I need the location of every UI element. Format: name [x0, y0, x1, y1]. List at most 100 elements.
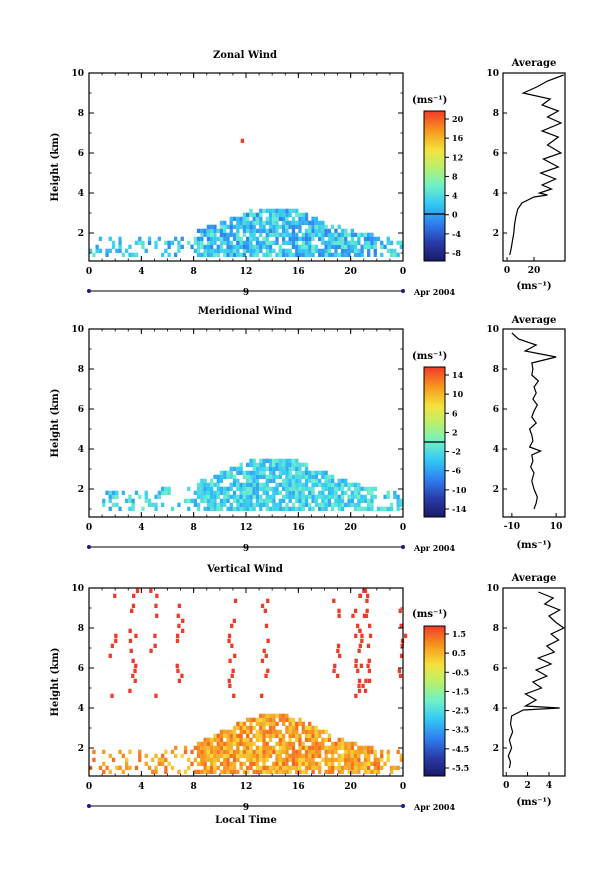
- y-axis-label: Height (km): [50, 389, 61, 458]
- heatmap-cell: [265, 494, 269, 499]
- heatmap-cell: [196, 490, 201, 495]
- heatmap-cell: [246, 506, 250, 511]
- heatmap-cell: [360, 761, 364, 766]
- heatmap-cell: [219, 224, 224, 229]
- heatmap-cell: [229, 466, 233, 471]
- heatmap-cell: [308, 470, 312, 475]
- heatmap-cell: [263, 608, 267, 613]
- heatmap-cell: [340, 490, 345, 495]
- heatmap-cell: [255, 474, 260, 479]
- heatmap-cell: [167, 486, 171, 491]
- heatmap-cell: [298, 474, 302, 479]
- heatmap-cell: [327, 765, 332, 770]
- heatmap-cell: [229, 765, 233, 770]
- heatmap-cell: [262, 753, 266, 758]
- heatmap-cell: [110, 643, 114, 648]
- heatmap-cell: [262, 470, 266, 475]
- heatmap-cell: [327, 252, 332, 257]
- heatmap-cell: [291, 753, 296, 758]
- heatmap-cell: [285, 725, 289, 730]
- heatmap-cell: [301, 462, 305, 467]
- heatmap-cell: [219, 240, 224, 245]
- heatmap-cell: [265, 769, 269, 774]
- heatmap-cell: [285, 240, 289, 245]
- heatmap-cell: [272, 490, 276, 495]
- heatmap-cell: [206, 240, 211, 245]
- heatmap-cell: [318, 236, 322, 241]
- heatmap-cell: [373, 244, 377, 249]
- heatmap-cell: [231, 668, 235, 673]
- heatmap-cell: [255, 470, 260, 475]
- heatmap-cell: [298, 462, 302, 467]
- heatmap-cell: [295, 244, 299, 249]
- heatmap-cell: [321, 745, 325, 750]
- heatmap-cell: [167, 761, 171, 766]
- heatmap-cell: [226, 506, 230, 511]
- heatmap-cell: [259, 232, 263, 237]
- heatmap-cell: [232, 248, 237, 253]
- heatmap-cell: [121, 252, 125, 257]
- heatmap-cell: [206, 244, 211, 249]
- heatmap-cell: [219, 474, 224, 479]
- heatmap-cell: [311, 224, 315, 229]
- heatmap-cell: [265, 232, 269, 237]
- heatmap-cell: [249, 248, 253, 253]
- heatmap-cell: [360, 638, 364, 643]
- heatmap-cell: [285, 757, 289, 762]
- heatmap-cell: [219, 248, 224, 253]
- heatmap-cell: [226, 244, 230, 249]
- heatmap-cell: [239, 236, 243, 241]
- heatmap-cell: [206, 737, 211, 742]
- heatmap-cell: [226, 761, 230, 766]
- heatmap-cell: [275, 761, 279, 766]
- panel-title: Zonal Wind: [213, 50, 277, 61]
- heatmap-cell: [288, 208, 292, 213]
- heatmap-cell: [275, 482, 279, 487]
- heatmap-cells: [89, 588, 408, 774]
- heatmap-cell: [278, 458, 282, 463]
- heatmap-cell: [347, 753, 351, 758]
- heatmap-cell: [350, 761, 354, 766]
- heatmap-cell: [131, 506, 135, 511]
- heatmap-cell: [216, 248, 220, 253]
- heatmap-cell: [301, 248, 305, 253]
- heatmap-cell: [363, 757, 368, 762]
- heatmap-cell: [131, 502, 135, 507]
- heatmap-cell: [249, 502, 253, 507]
- heatmap-cell: [268, 462, 273, 467]
- heatmap-cell: [340, 478, 345, 483]
- heatmap-cell: [259, 458, 263, 463]
- heatmap-cell: [203, 745, 207, 750]
- heatmap-cell: [308, 749, 312, 754]
- heatmap-cell: [363, 236, 368, 241]
- heatmap-cell: [314, 474, 318, 479]
- heatmap-cell: [308, 761, 312, 766]
- heatmap-cell: [295, 753, 299, 758]
- heatmap-cell: [265, 478, 269, 483]
- heatmap-cell: [288, 458, 292, 463]
- heatmap-cell: [108, 769, 112, 774]
- heatmap-cell: [174, 236, 178, 241]
- heatmap-cell: [367, 498, 371, 503]
- heatmap-cell: [282, 252, 286, 257]
- heatmap-cell: [314, 733, 318, 738]
- heatmap-cell: [298, 761, 302, 766]
- heatmap-cell: [255, 737, 260, 742]
- heatmap-cell: [193, 769, 197, 774]
- heatmap-cell: [239, 761, 243, 766]
- heatmap-cell: [236, 494, 240, 499]
- heatmap-cell: [147, 765, 152, 770]
- heatmap-cell: [255, 220, 260, 225]
- heatmap-cell: [249, 486, 253, 491]
- colorbar-tick-label: -2: [452, 447, 461, 457]
- heatmap-cell: [295, 248, 299, 253]
- heatmap-cell: [314, 494, 318, 499]
- heatmap-cell: [367, 658, 371, 663]
- heatmap-cell: [363, 244, 368, 249]
- heatmap-cell: [219, 236, 224, 241]
- heatmap-cell: [331, 482, 335, 487]
- heatmap-cell: [311, 236, 315, 241]
- heatmap-cell: [366, 643, 371, 648]
- heatmap-cell: [249, 737, 253, 742]
- heatmap-cell: [242, 498, 246, 503]
